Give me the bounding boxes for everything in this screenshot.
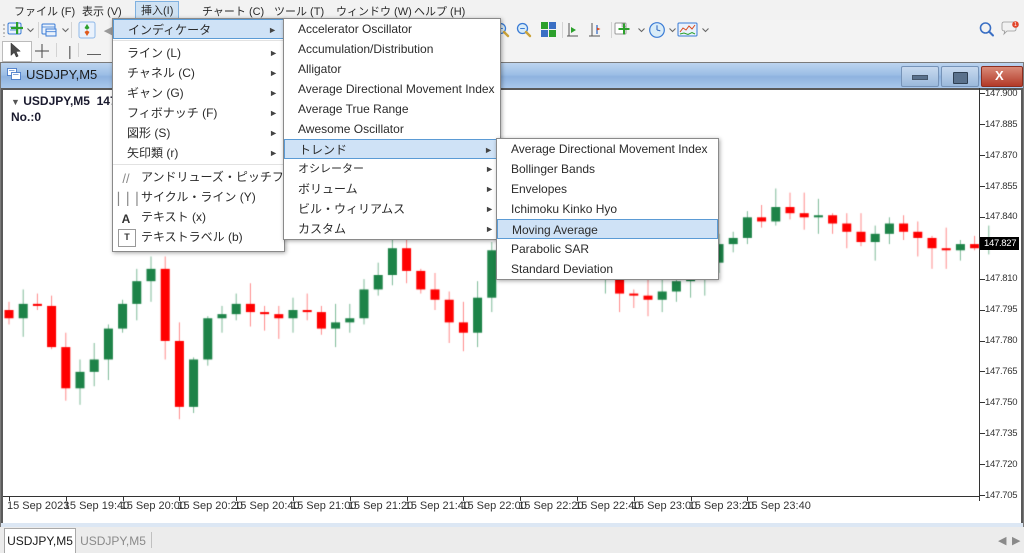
svg-text:1: 1 — [1014, 22, 1017, 28]
